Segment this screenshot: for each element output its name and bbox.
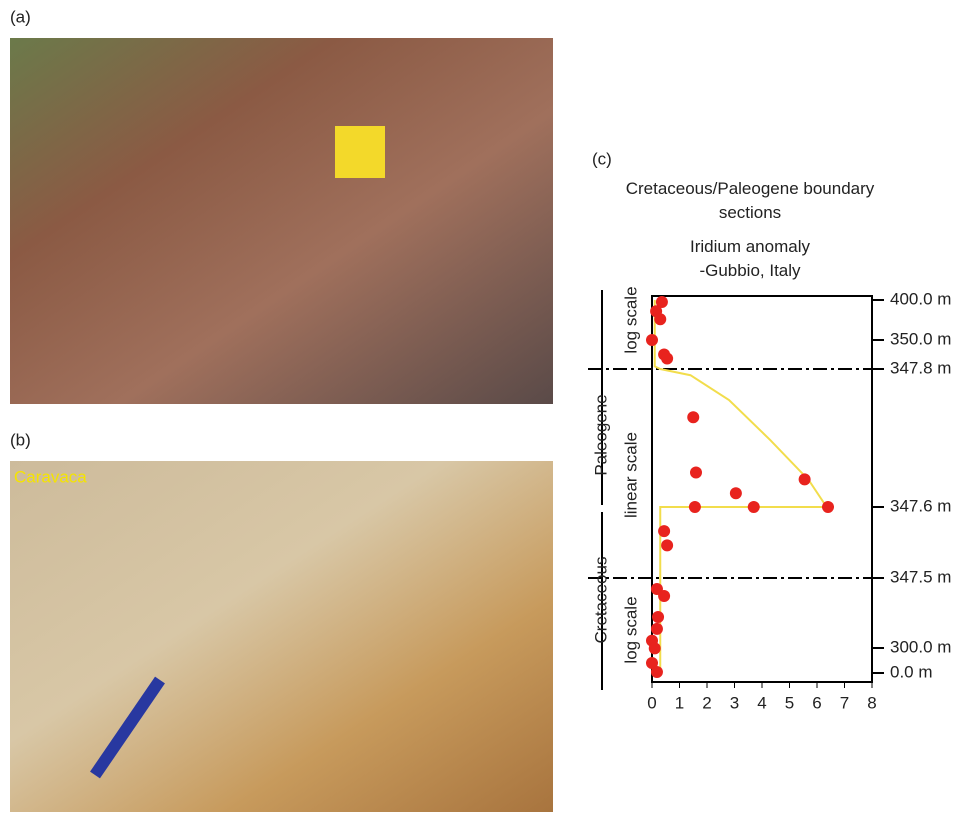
- data-point: [661, 539, 673, 551]
- x-tick-label: 3: [730, 693, 739, 712]
- y-tick-label: 300.0 m: [890, 637, 951, 656]
- x-tick-label: 5: [785, 693, 794, 712]
- data-point: [646, 334, 658, 346]
- data-point: [687, 411, 699, 423]
- photo: [10, 461, 553, 812]
- data-point: [649, 642, 661, 654]
- photo-annotation: Caravaca: [14, 467, 87, 486]
- x-tick-label: 1: [675, 693, 684, 712]
- scale-label: linear scale: [621, 432, 640, 518]
- data-point: [658, 525, 670, 537]
- x-tick-label: 4: [757, 693, 766, 712]
- y-tick-label: 400.0 m: [890, 289, 951, 308]
- figure: (a) (b) Caravaca (c) Cretaceous/Paleogen…: [0, 0, 968, 824]
- data-point: [822, 501, 834, 513]
- era-label: Cretaceous: [591, 557, 610, 644]
- y-tick-label: 347.8 m: [890, 358, 951, 377]
- y-tick-label: 0.0 m: [890, 662, 933, 681]
- x-tick-label: 8: [867, 693, 876, 712]
- data-point: [651, 666, 663, 678]
- data-point: [690, 467, 702, 479]
- photo: [10, 38, 553, 404]
- data-point: [654, 313, 666, 325]
- x-tick-label: 2: [702, 693, 711, 712]
- data-point: [748, 501, 760, 513]
- era-label: Paleogene: [591, 394, 610, 475]
- data-point: [730, 487, 742, 499]
- y-tick-label: 350.0 m: [890, 329, 951, 348]
- scale-label: log scale: [621, 596, 640, 663]
- data-point: [652, 611, 664, 623]
- x-tick-label: 0: [647, 693, 656, 712]
- data-point: [651, 623, 663, 635]
- plot-frame: [652, 296, 872, 682]
- scale-label: log scale: [621, 286, 640, 353]
- panel-label: (c): [592, 149, 612, 168]
- x-tick-label: 7: [840, 693, 849, 712]
- y-tick-label: 347.5 m: [890, 567, 951, 586]
- panel-label: (b): [10, 430, 31, 449]
- data-point: [658, 590, 670, 602]
- y-tick-label: 347.6 m: [890, 496, 951, 515]
- x-tick-label: 6: [812, 693, 821, 712]
- data-point: [799, 473, 811, 485]
- chart-subtitle: Iridium anomaly-Gubbio, Italy: [690, 237, 810, 280]
- data-point: [689, 501, 701, 513]
- data-point: [661, 352, 673, 364]
- panel-label: (a): [10, 7, 31, 26]
- sign: [335, 126, 385, 178]
